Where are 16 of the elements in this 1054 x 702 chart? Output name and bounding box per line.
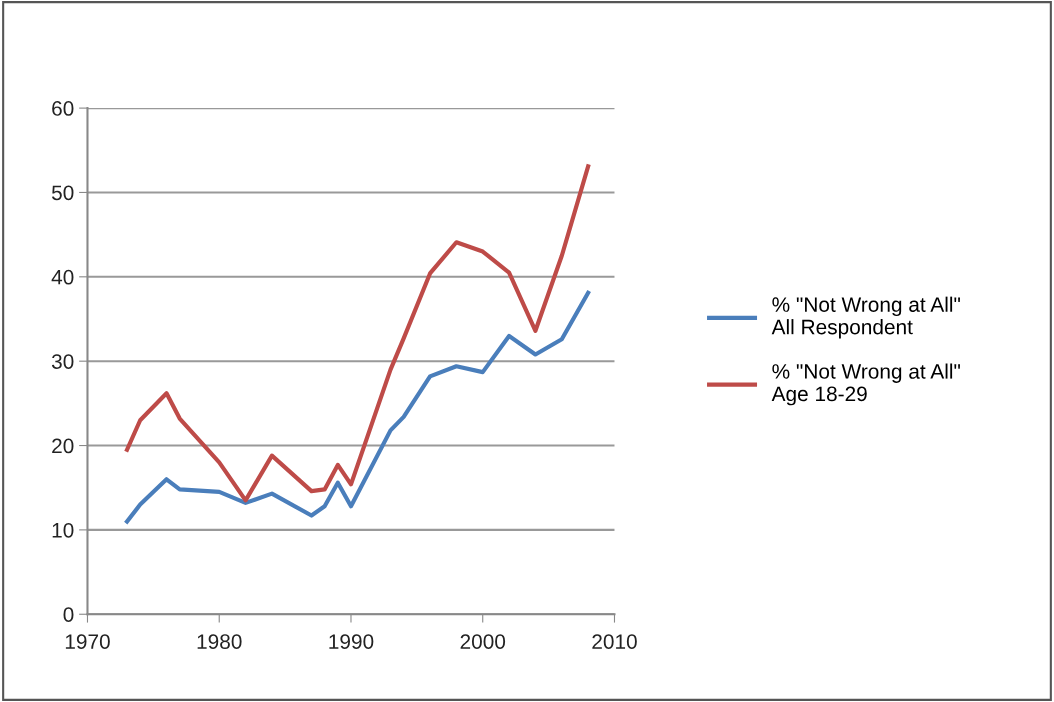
y-tick-label: 30	[51, 354, 74, 369]
y-tick-label: 50	[51, 185, 74, 201]
y-tick-label: 0	[63, 607, 74, 622]
line-series	[124, 164, 591, 503]
y-tick-label: 40	[51, 269, 74, 285]
y-tick-label: 20	[52, 438, 74, 454]
legend-label: % "Not Wrong at All" Age 18-29	[771, 363, 960, 406]
y-tick-label: 60	[52, 101, 74, 116]
x-tick-label: 2000	[460, 634, 506, 649]
x-tick-label: 1990	[329, 634, 374, 649]
x-tick-label: 1970	[65, 634, 110, 649]
y-tick-label: 10	[52, 522, 74, 538]
x-tick-label: 2010	[592, 634, 637, 649]
line-series	[124, 290, 591, 524]
x-tick-label: 1980	[197, 634, 242, 649]
legend-label: % "Not Wrong at All" All Respondent	[771, 296, 960, 339]
